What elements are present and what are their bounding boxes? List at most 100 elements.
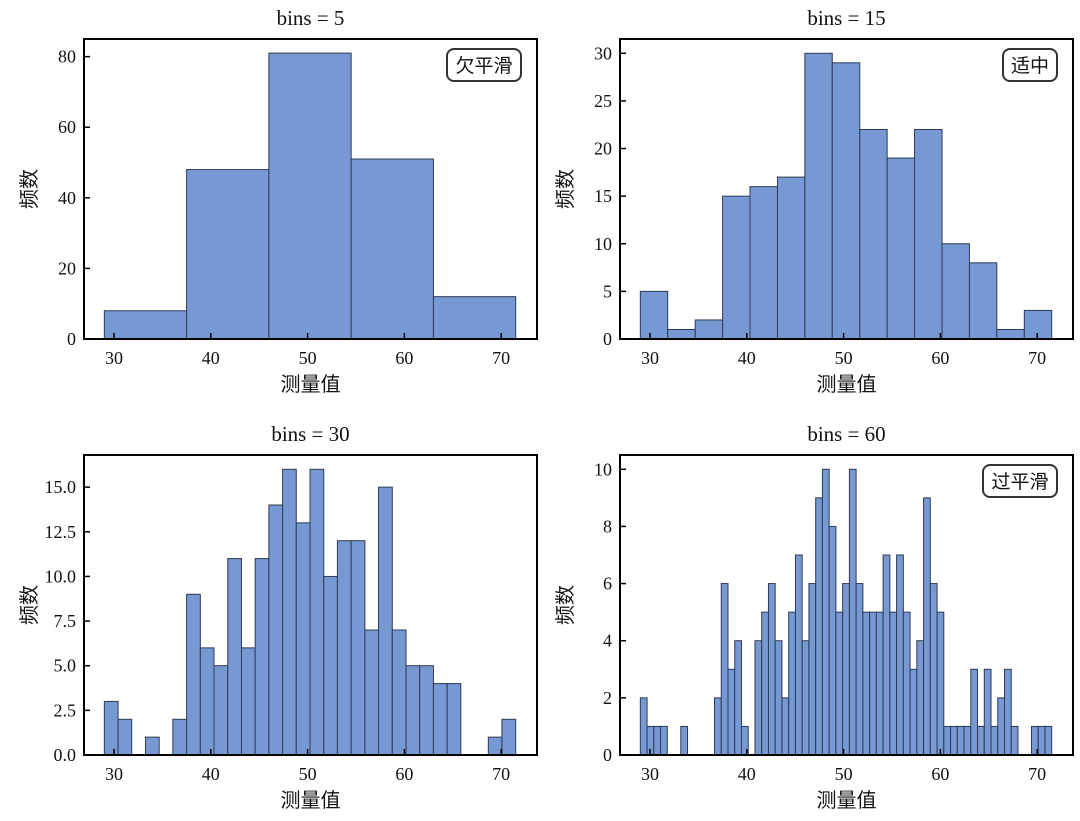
axes-frame: [83, 38, 538, 340]
x-tick-label: 60: [395, 764, 413, 784]
histogram-bar: [996, 328, 1025, 340]
y-tick-label: 80: [58, 47, 76, 67]
x-tick-label: 30: [641, 764, 659, 784]
histogram-bar: [936, 611, 945, 756]
histogram-bar: [882, 554, 891, 756]
histogram-bar: [902, 611, 911, 756]
subplot-3: 30 40 50 60 70 0.0 2.5 5.0 7.5 10.0 12.5 15.0 bins =…: [18, 422, 538, 812]
histogram-bar: [815, 497, 823, 756]
annotation-box: [446, 48, 522, 82]
histogram-bar: [336, 540, 352, 756]
histogram-bar: [875, 611, 884, 756]
histogram-bar: [734, 640, 742, 756]
y-tick-label: 10: [594, 459, 612, 479]
histogram-bar: [788, 611, 796, 756]
histogram-bar: [754, 640, 763, 756]
y-tick-label: 5: [603, 281, 612, 301]
y-tick-label: 2: [603, 688, 612, 708]
y-tick-label: 15: [594, 186, 612, 206]
histogram-bar: [848, 468, 857, 756]
x-axis-label: 测量值: [281, 373, 341, 396]
histogram-bar: [968, 262, 998, 340]
annotation-label: 适中: [1011, 55, 1049, 77]
histogram-bar: [432, 296, 517, 340]
histogram-bar: [446, 683, 462, 756]
x-tick-label: 70: [1028, 348, 1046, 368]
histogram-bar: [720, 583, 729, 756]
histogram-bar: [970, 668, 979, 756]
x-tick-label: 70: [1028, 764, 1046, 784]
histogram-bar: [117, 718, 133, 756]
histogram-bar: [1004, 668, 1012, 756]
y-tick-label: 40: [58, 188, 76, 208]
histogram-bar: [886, 157, 916, 340]
histogram-bar: [501, 718, 517, 756]
y-tick-label: 0: [603, 745, 612, 765]
subplot-4: 30 40 50 60 70 0 2 4 6 8 10 bins = 60 测量值 频数 过平滑: [554, 422, 1074, 812]
histogram-bar: [929, 583, 938, 756]
histogram-bar: [144, 736, 160, 756]
x-axis-label: 测量值: [817, 789, 877, 812]
histogram-bar: [405, 665, 421, 756]
histogram-bar: [997, 697, 1005, 756]
x-tick-label: 50: [299, 348, 317, 368]
subplot-title: bins = 5: [277, 6, 345, 30]
subplot-2: 30 40 50 60 70 0 5 10 15 20 25 30 bins = 15 测量值 频数 适中: [554, 6, 1074, 396]
histogram-bar: [941, 243, 970, 340]
y-tick-label: 0.0: [54, 745, 77, 765]
histogram-bar: [859, 128, 888, 340]
y-axis-label: 频数: [18, 585, 41, 625]
y-tick-label: 20: [594, 139, 612, 159]
axes-frame: [619, 454, 1074, 756]
histogram-bar: [653, 725, 662, 756]
histogram-bar: [432, 683, 448, 756]
histogram-bar: [309, 468, 325, 756]
histogram-bar: [639, 697, 648, 756]
histogram-bar: [186, 593, 201, 756]
axes-frame: [619, 38, 1074, 340]
histogram-bar: [268, 504, 284, 756]
y-tick-label: 6: [603, 574, 612, 594]
annotation-box: [982, 464, 1058, 498]
subplot-title: bins = 60: [807, 422, 885, 446]
histogram-bar: [350, 158, 434, 340]
y-tick-label: 0: [603, 329, 612, 349]
histogram-bar: [774, 640, 783, 756]
histogram-bar: [855, 583, 864, 756]
y-tick-label: 5.0: [54, 656, 77, 676]
histogram-bar: [350, 540, 366, 756]
histogram-bar: [103, 310, 188, 340]
histogram-bar: [1023, 309, 1053, 340]
histogram-bar: [727, 668, 736, 756]
x-tick-label: 50: [835, 764, 853, 784]
y-axis-label: 频数: [554, 169, 577, 209]
annotation-label: 欠平滑: [455, 55, 512, 77]
histogram-bar: [199, 647, 215, 756]
y-tick-label: 8: [603, 516, 612, 536]
histogram-bar: [364, 629, 380, 756]
x-tick-label: 70: [492, 764, 510, 784]
histogram-bar: [749, 186, 778, 340]
histogram-bar: [694, 319, 724, 340]
histogram-bar: [862, 611, 871, 756]
histogram-bar: [680, 725, 689, 756]
histogram-bar: [767, 583, 776, 756]
x-tick-label: 70: [492, 348, 510, 368]
x-tick-label: 60: [931, 764, 949, 784]
histogram-bar: [213, 665, 229, 756]
subplot-title: bins = 15: [807, 6, 885, 30]
x-tick-label: 40: [202, 348, 220, 368]
axes-frame: [83, 454, 538, 756]
histogram-bar: [227, 558, 242, 756]
histogram-bar: [923, 497, 931, 756]
y-tick-label: 10: [594, 234, 612, 254]
y-tick-label: 30: [594, 43, 612, 63]
x-tick-label: 40: [738, 348, 756, 368]
histogram-bar: [722, 195, 751, 340]
y-tick-label: 7.5: [54, 611, 77, 631]
histogram-bar: [667, 328, 696, 340]
x-axis-label: 测量值: [281, 789, 341, 812]
histogram-bar: [268, 52, 352, 340]
histogram-bar: [831, 62, 861, 340]
